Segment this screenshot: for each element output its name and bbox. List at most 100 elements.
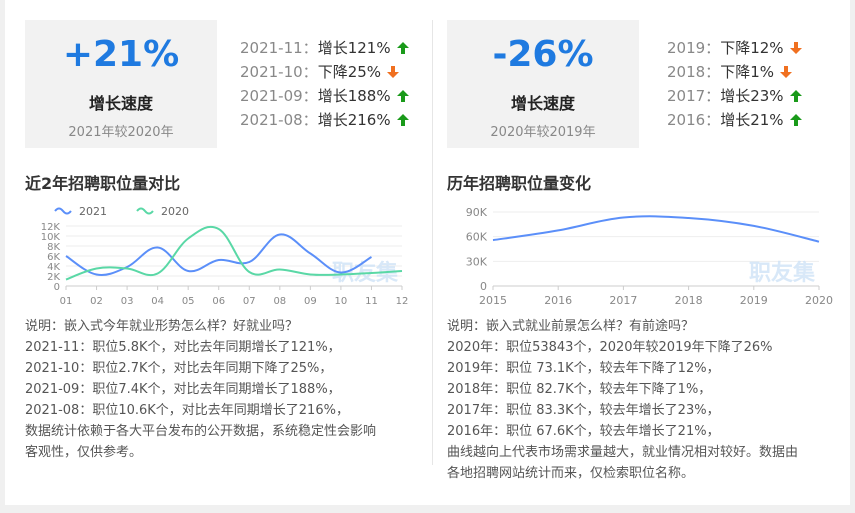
note-line: 说明：嵌入式就业前景怎么样？有前途吗？ [447,319,695,334]
legend-swatch-2020 [136,207,154,215]
x-tick-label: 2015 [479,294,507,307]
note-line: 说明：嵌入式今年就业形势怎么样？好就业吗？ [25,319,299,334]
arrow-up-icon [396,42,409,54]
y-tick-label: 0 [480,280,487,293]
legend-label-2020: 2020 [161,205,189,218]
arrow-up-icon [789,114,802,126]
note-line: 2020年：职位53843个，2020年较2019年下降了26% [447,340,773,355]
stat-item: 2021-08：增长216% [240,108,409,132]
x-tick-label: 01 [60,296,73,307]
note-line: 客观性，仅供参考。 [25,445,143,460]
y-tick-label: 2K [47,272,60,283]
y-tick-label: 4K [47,262,60,273]
chart-title-history: 历年招聘职位量变化 [447,174,592,193]
growth-label: 增长速度 [88,94,153,113]
monthly-stats-list: 2021-11：增长121% 2021-10：下降25% 2021-09：增长1… [240,36,409,132]
yearly-stats-list: 2019：下降12% 2018：下降1% 2017：增长23% 2016：增长2… [667,36,802,132]
x-tick-label: 03 [121,296,134,307]
stat-value: 增长216% [317,111,391,129]
x-tick-label: 07 [243,296,256,307]
x-tick-label: 08 [273,296,286,307]
notes-recent: 说明：嵌入式今年就业形势怎么样？好就业吗？ 2021-11：职位5.8K个，对比… [25,316,415,463]
stat-value: 下降1% [720,63,774,81]
growth-summary-box: +21% 增长速度 2021年较2020年 [25,20,217,148]
note-line: 各地招聘网站统计而来，仅检索职位名称。 [447,466,695,481]
stat-value: 增长121% [317,39,391,57]
stat-period: 2019： [667,39,721,57]
growth-comparison: 2020年较2019年 [490,125,596,140]
panel-history: -26% 增长速度 2020年较2019年 2019：下降12% 2018：下降… [447,0,842,505]
y-tick-label: 30K [466,255,488,268]
series-line-trend [492,215,820,243]
arrow-down-icon [779,66,792,78]
panel-divider [432,20,433,465]
x-tick-label: 2018 [675,294,703,307]
notes-history: 说明：嵌入式就业前景怎么样？有前途吗？ 2020年：职位53843个，2020年… [447,316,837,484]
note-line: 2017年：职位 83.3K个，较去年增长了23%， [447,403,720,418]
arrow-up-icon [396,90,409,102]
growth-summary-box: -26% 增长速度 2020年较2019年 [447,20,639,148]
x-tick-label: 02 [90,296,103,307]
x-tick-label: 04 [151,296,164,307]
x-tick-label: 2017 [609,294,637,307]
growth-percent: +21% [62,34,180,75]
growth-percent: -26% [492,34,594,75]
stat-period: 2021-10： [240,63,318,81]
stat-item: 2018：下降1% [667,60,802,84]
stat-item: 2021-11：增长121% [240,36,409,60]
y-tick-label: 90K [466,206,488,219]
stat-period: 2018： [667,63,721,81]
arrow-up-icon [396,114,409,126]
stat-item: 2021-10：下降25% [240,60,409,84]
stat-item: 2021-09：增长188% [240,84,409,108]
stat-value: 下降12% [720,39,784,57]
x-tick-label: 10 [335,296,348,307]
note-line: 2021-10：职位2.7K个，对比去年同期下降了25%， [25,361,333,376]
stat-value: 增长21% [720,111,784,129]
watermark: 职友集 [749,260,816,286]
series-line-2021 [65,233,373,276]
x-tick-label: 2020 [805,294,833,307]
note-line: 数据统计依赖于各大平台发布的公开数据，系统稳定性会影响 [25,424,377,439]
x-tick-label: 12 [396,296,409,307]
note-line: 曲线越向上代表市场需求量越大，就业情况相对较好。数据由 [447,445,799,460]
legend-label-2021: 2021 [79,205,107,218]
x-tick-label: 05 [182,296,195,307]
stat-period: 2021-09： [240,87,318,105]
note-line: 2021-09：职位7.4K个，对比去年同期增长了188%， [25,382,341,397]
stat-value: 增长23% [720,87,784,105]
y-tick-label: 8K [47,242,60,253]
y-tick-label: 12K [41,222,61,233]
x-tick-label: 11 [365,296,378,307]
legend-swatch-2021 [54,207,72,215]
yearly-trend-chart: 0 30K 60K 90K 2015 2016 2017 2018 2019 2020 职友集 [466,206,833,307]
arrow-down-icon [387,66,400,78]
report-card: +21% 增长速度 2021年较2020年 2021-11：增长121% 202… [5,0,850,505]
arrow-down-icon [789,42,802,54]
note-line: 2021-08：职位10.6K个，对比去年同期增长了216%， [25,403,349,418]
stat-value: 增长188% [317,87,391,105]
stat-period: 2021-08： [240,111,318,129]
stat-period: 2021-11： [240,39,318,57]
x-tick-label: 2016 [544,294,572,307]
y-tick-label: 6K [47,252,60,263]
stat-item: 2016：增长21% [667,108,802,132]
arrow-up-icon [789,90,802,102]
stat-item: 2019：下降12% [667,36,802,60]
stat-value: 下降25% [317,63,382,81]
series-line-2020 [65,225,403,281]
note-line: 2019年：职位 73.1K个，较去年下降了12%， [447,361,720,376]
stat-period: 2016： [667,111,721,129]
growth-comparison: 2021年较2020年 [68,125,174,140]
x-tick-label: 06 [212,296,225,307]
note-line: 2021-11：职位5.8K个，对比去年同期增长了121%， [25,340,341,355]
growth-label: 增长速度 [510,94,575,113]
note-line: 2016年：职位 67.6K个，较去年增长了21%， [447,424,720,439]
panel-recent: +21% 增长速度 2021年较2020年 2021-11：增长121% 202… [25,0,420,505]
y-tick-label: 0 [54,282,60,293]
x-tick-label: 2019 [740,294,768,307]
x-tick-label: 09 [304,296,317,307]
y-tick-label: 60K [466,231,488,244]
y-tick-label: 10K [41,232,61,243]
